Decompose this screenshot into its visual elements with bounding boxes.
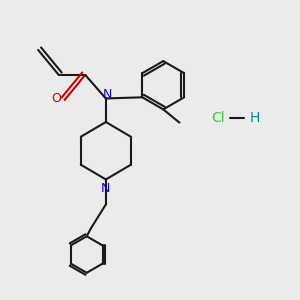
Text: H: H	[249, 111, 260, 124]
Text: N: N	[103, 88, 112, 100]
Text: N: N	[101, 182, 110, 195]
Text: Cl: Cl	[211, 111, 224, 124]
Text: O: O	[51, 92, 61, 105]
